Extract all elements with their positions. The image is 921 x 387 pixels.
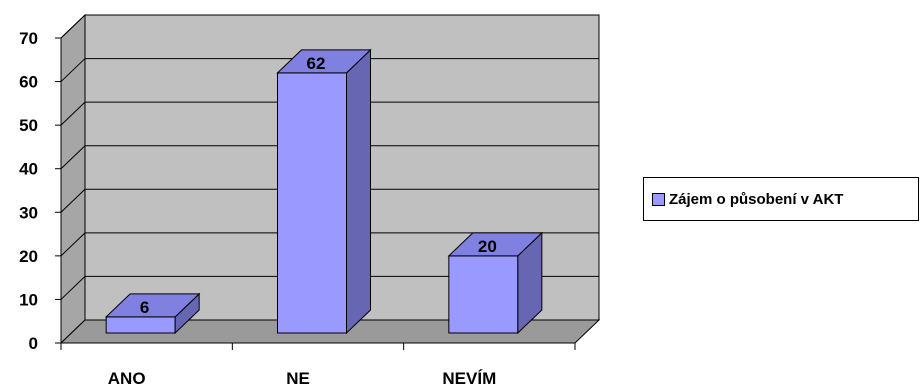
- bar-ne: [276, 48, 372, 335]
- gridline-40: [60, 145, 599, 170]
- data-label-ano: 6: [140, 298, 149, 317]
- bars: [104, 48, 544, 335]
- y-tick-label-20: 20: [19, 247, 38, 266]
- y-tick-label-30: 30: [19, 203, 38, 222]
- data-labels: 6 62 20: [140, 54, 497, 317]
- y-tick-label-0: 0: [29, 334, 38, 353]
- legend-entry-label: Zájem o působení v AKT: [669, 190, 844, 208]
- x-ticks: [60, 343, 576, 350]
- bar-nevim: [447, 231, 544, 335]
- bar-top-ne: [276, 49, 372, 74]
- data-label-nevim: 20: [478, 237, 497, 256]
- bar-front-ano: [105, 316, 176, 334]
- gridlines: [60, 14, 599, 300]
- gridline-50: [60, 101, 599, 126]
- category-label-ne: NE: [286, 369, 310, 387]
- y-tick-label-10: 10: [19, 290, 38, 309]
- gridline-10: [60, 275, 599, 300]
- y-tick-labels: 0 10 20 30 40 50 60 70: [19, 29, 38, 353]
- gridline-60: [60, 58, 599, 82]
- y-tick-label-70: 70: [19, 29, 38, 48]
- bar-ano: [104, 292, 201, 335]
- bar-front-ne: [277, 72, 347, 334]
- category-labels: ANO NE NEVÍM: [108, 369, 496, 387]
- bar-side-ne: [346, 48, 371, 335]
- y-tick-label-60: 60: [19, 73, 38, 92]
- y-tick-label-40: 40: [19, 160, 38, 179]
- y-tick-label-50: 50: [19, 116, 38, 135]
- chart-legend: Zájem o působení v AKT: [643, 177, 919, 221]
- bar-top-nevim: [447, 232, 544, 257]
- bar-top-ano: [104, 293, 201, 318]
- y-ticks: [55, 37, 61, 344]
- category-label-nevim: NEVÍM: [442, 369, 496, 387]
- gridline-70: [60, 14, 599, 39]
- gridline-20: [60, 232, 599, 257]
- gridline-30: [60, 188, 599, 213]
- legend-swatch: [652, 192, 665, 206]
- data-label-ne: 62: [307, 54, 326, 73]
- bar-front-nevim: [448, 255, 519, 334]
- chart-side-wall: [60, 13, 86, 345]
- category-label-ano: ANO: [108, 369, 146, 387]
